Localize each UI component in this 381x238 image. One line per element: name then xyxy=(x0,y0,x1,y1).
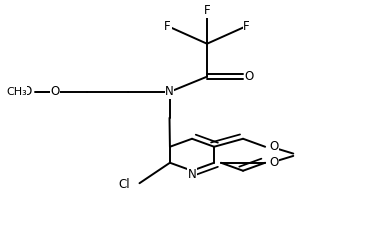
Text: Cl: Cl xyxy=(118,178,130,191)
Text: CH₃: CH₃ xyxy=(6,87,27,97)
Text: F: F xyxy=(164,20,171,33)
Text: O: O xyxy=(245,70,254,83)
Text: O: O xyxy=(269,156,278,169)
Text: O: O xyxy=(269,140,278,153)
Text: F: F xyxy=(204,4,210,17)
Text: O: O xyxy=(50,85,60,99)
Text: N: N xyxy=(165,85,174,99)
Text: N: N xyxy=(187,168,196,181)
Text: O: O xyxy=(50,85,60,99)
Text: F: F xyxy=(243,20,250,33)
Text: O: O xyxy=(22,85,32,99)
